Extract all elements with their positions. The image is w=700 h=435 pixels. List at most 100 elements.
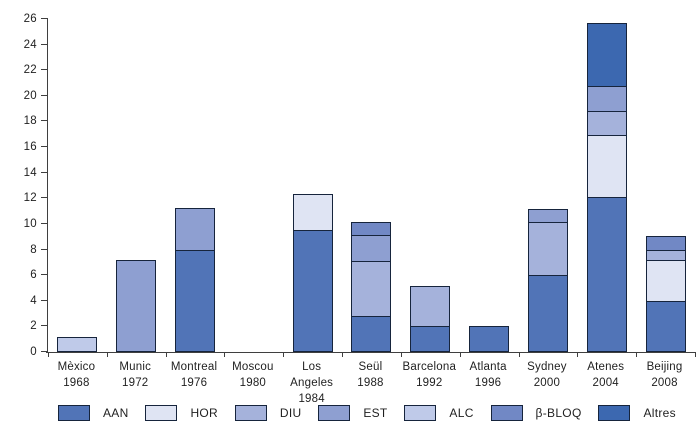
x-axis-tick	[107, 352, 108, 357]
x-axis-tick	[519, 352, 520, 357]
x-axis-category-label: Mèxico 1968	[47, 359, 106, 395]
x-axis-tick	[224, 352, 225, 357]
x-axis-tick	[342, 352, 343, 357]
y-axis-tick	[41, 197, 47, 199]
bar-segment-aan	[410, 326, 451, 352]
category-year: 2004	[592, 377, 619, 389]
category-year: 1988	[357, 377, 384, 389]
bar-mèxico	[57, 336, 98, 352]
legend-item-hor: HOR	[145, 405, 218, 421]
y-axis-tick-label: 12	[23, 192, 37, 205]
legend-label: HOR	[190, 406, 219, 420]
bar-segment-aan	[527, 275, 568, 352]
category-slot	[519, 18, 578, 352]
legend-label: Altres	[643, 406, 676, 420]
category-year: 1976	[180, 377, 208, 389]
bar-munic	[116, 259, 157, 352]
legend-swatch-icon	[598, 405, 631, 421]
x-axis-tick	[577, 352, 578, 357]
x-axis-tick	[48, 352, 49, 357]
bar-sydney	[527, 209, 568, 352]
bar-barcelona	[410, 286, 451, 352]
y-axis-tick-label: 22	[23, 64, 37, 77]
legend-label: β-BLOQ	[535, 406, 582, 420]
y-axis-tick-label: 26	[23, 13, 37, 25]
y-axis-tick-label: 2	[30, 320, 37, 333]
category-city: Los Angeles	[290, 361, 334, 389]
y-axis-tick	[41, 299, 47, 301]
category-slot	[636, 18, 695, 352]
bar-segment-β-bloq	[351, 221, 392, 236]
legend-label: AAN	[103, 406, 129, 420]
y-axis-tick-label: 0	[30, 346, 37, 358]
bar-segment-alc	[57, 336, 98, 352]
y-axis-tick	[41, 94, 47, 96]
y-axis-tick	[41, 325, 47, 327]
x-axis-tick	[283, 352, 284, 357]
x-axis-category-label: Seül 1988	[341, 359, 400, 395]
category-year: 1996	[474, 377, 502, 389]
legend-item-aan: AAN	[58, 405, 129, 421]
category-year: 1992	[416, 377, 443, 389]
y-axis-tick	[41, 120, 47, 122]
category-city: Atenes	[587, 361, 625, 373]
bar-segment-hor	[645, 259, 686, 302]
category-city: Beijing	[646, 361, 683, 373]
category-city: Munic	[119, 361, 152, 373]
x-axis-category-label: Montreal 1976	[165, 359, 224, 395]
bar-segment-β-bloq	[645, 235, 686, 252]
category-year: 1972	[122, 377, 149, 389]
y-axis-tick	[41, 222, 47, 224]
legend-item-alc: ALC	[404, 405, 473, 421]
x-axis-line	[46, 352, 695, 353]
bar-segment-est	[351, 234, 392, 262]
legend-swatch-icon	[318, 405, 351, 421]
y-axis-tick-label: 16	[23, 141, 37, 154]
legend-item-est: EST	[318, 405, 387, 421]
category-city: Montreal	[170, 361, 218, 373]
category-city: Mèxico	[57, 361, 96, 373]
y-axis-tick-label: 8	[30, 243, 37, 256]
y-axis-tick-label: 18	[23, 115, 37, 128]
y-axis-tick	[41, 146, 47, 148]
bar-segment-est	[175, 208, 216, 251]
category-slot	[48, 18, 107, 352]
bar-beijing	[645, 235, 686, 352]
category-city: Sydney	[527, 361, 567, 373]
legend-swatch-icon	[404, 405, 437, 421]
y-axis-tick	[41, 43, 47, 45]
bar-segment-hor	[292, 194, 333, 232]
legend-swatch-icon	[145, 405, 178, 421]
category-slot	[577, 18, 636, 352]
bar-segment-altres	[586, 23, 627, 88]
category-city: Barcelona	[402, 361, 457, 373]
bar-segment-aan	[292, 230, 333, 352]
category-city: Moscou	[232, 361, 274, 373]
legend-label: DIU	[279, 406, 302, 420]
x-axis-tick	[401, 352, 402, 357]
category-slot	[283, 18, 342, 352]
bar-atlanta	[469, 326, 510, 352]
category-slot	[166, 18, 225, 352]
category-slot	[460, 18, 519, 352]
y-axis-tick	[41, 18, 47, 19]
legend-item-diu: DIU	[234, 405, 302, 421]
category-slot	[224, 18, 283, 352]
bar-segment-diu	[351, 260, 392, 318]
bar-atenes	[586, 23, 627, 352]
x-axis-tick	[460, 352, 461, 357]
y-axis-tick	[41, 274, 47, 276]
x-axis-tick	[636, 352, 637, 357]
legend-swatch-icon	[58, 405, 90, 421]
x-axis-category-label: Beijing 2008	[635, 359, 694, 395]
y-axis-tick	[41, 351, 47, 352]
bar-segment-aan	[175, 249, 216, 352]
legend-item-β-bloq: β-BLOQ	[490, 405, 582, 421]
y-axis-tick	[41, 69, 47, 71]
category-city: Atlanta	[469, 361, 507, 373]
category-year: 1980	[239, 377, 267, 389]
x-axis-category-label: Sydney 2000	[518, 359, 577, 395]
x-axis-category-label: Moscou 1980	[223, 359, 282, 395]
bar-segment-diu	[586, 110, 627, 137]
category-slot	[107, 18, 166, 352]
